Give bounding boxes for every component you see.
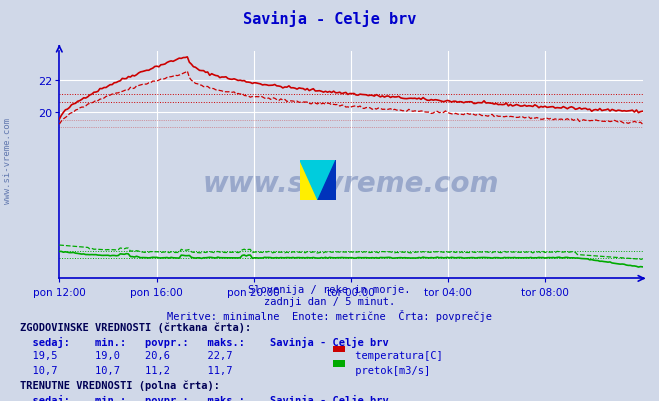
Text: www.si-vreme.com: www.si-vreme.com [203, 170, 499, 198]
Text: 19,5      19,0    20,6      22,7: 19,5 19,0 20,6 22,7 [20, 350, 232, 360]
Polygon shape [318, 160, 336, 200]
Text: ZGODOVINSKE VREDNOSTI (črtkana črta):: ZGODOVINSKE VREDNOSTI (črtkana črta): [20, 322, 251, 332]
Text: temperatura[C]: temperatura[C] [349, 350, 443, 360]
Text: Meritve: minimalne  Enote: metrične  Črta: povprečje: Meritve: minimalne Enote: metrične Črta:… [167, 310, 492, 322]
Text: zadnji dan / 5 minut.: zadnji dan / 5 minut. [264, 297, 395, 307]
Text: Slovenija / reke in morje.: Slovenija / reke in morje. [248, 284, 411, 294]
Polygon shape [300, 160, 336, 200]
Text: pretok[m3/s]: pretok[m3/s] [349, 365, 430, 375]
Text: TRENUTNE VREDNOSTI (polna črta):: TRENUTNE VREDNOSTI (polna črta): [20, 379, 219, 390]
Text: 10,7      10,7    11,2      11,7: 10,7 10,7 11,2 11,7 [20, 365, 232, 375]
Text: sedaj:    min.:   povpr.:   maks.:    Savinja - Celje brv: sedaj: min.: povpr.: maks.: Savinja - Ce… [20, 394, 389, 401]
Text: Savinja - Celje brv: Savinja - Celje brv [243, 10, 416, 27]
Text: sedaj:    min.:   povpr.:   maks.:    Savinja - Celje brv: sedaj: min.: povpr.: maks.: Savinja - Ce… [20, 336, 389, 347]
Text: www.si-vreme.com: www.si-vreme.com [3, 117, 13, 203]
Polygon shape [300, 160, 318, 200]
